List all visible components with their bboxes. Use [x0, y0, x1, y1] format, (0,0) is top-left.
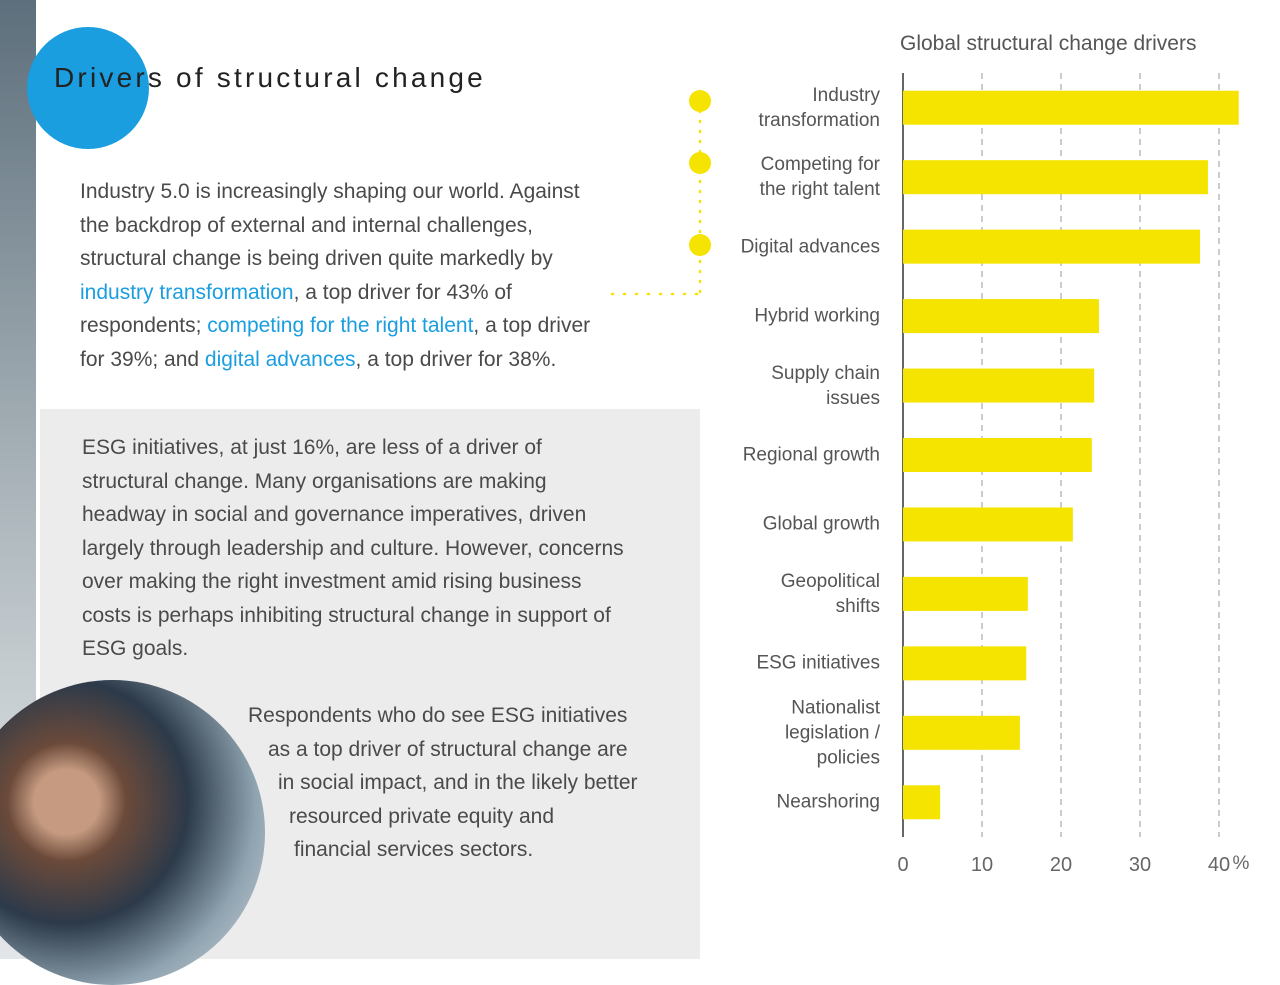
page-title: Drivers of structural change	[54, 62, 486, 93]
category-label: Geopolitical shifts	[780, 570, 880, 617]
bar	[903, 507, 1073, 542]
intro-text: Industry 5.0 is increasingly shaping our…	[80, 175, 590, 376]
bar	[903, 785, 941, 820]
bar	[903, 160, 1208, 195]
text-segment: for 39%; and	[80, 347, 205, 371]
text-line: Industry 5.0 is increasingly shaping our…	[80, 175, 590, 209]
category-label: Competing for the right talent	[759, 154, 880, 201]
text-segment: the backdrop of external and internal ch…	[80, 213, 533, 237]
text-line: structural change. Many organisations ar…	[82, 469, 547, 493]
photo	[0, 680, 265, 985]
highlight-text: industry transformation	[80, 280, 294, 304]
bar	[903, 438, 1092, 472]
respondents-text: Respondents who do see ESG initiatives as…	[248, 699, 638, 867]
text-line: ESG initiatives, at just 16%, are less o…	[82, 436, 542, 459]
category-label: ESG initiatives	[756, 652, 880, 674]
text-line: over making the right investment amid ri…	[82, 570, 582, 593]
x-tick-label: 0	[897, 854, 908, 876]
bar	[903, 90, 1239, 125]
text-line: for 39%; and digital advances, a top dri…	[80, 343, 590, 377]
category-label: Global growth	[762, 513, 880, 535]
text-line: as a top driver of structural change are	[268, 737, 628, 761]
x-tick-label: 20	[1050, 854, 1072, 876]
text-segment: , a top driver	[473, 314, 591, 337]
chart-title: Global structural change drivers	[900, 32, 1196, 55]
chart: Global structural change drivers 0 10 20 30…	[610, 32, 1250, 876]
category-label: Digital advances	[740, 236, 880, 258]
text-segment: , a top driver for 43% of	[293, 280, 512, 304]
category-label: Industry transformation	[758, 84, 880, 131]
x-tick-label: 30	[1129, 854, 1151, 876]
esg-text: ESG initiatives, at just 16%, are less o…	[82, 431, 624, 666]
text-line: financial services sectors.	[294, 838, 534, 861]
text-line: costs is perhaps inhibiting structural c…	[82, 603, 611, 627]
text-segment: , a top driver for 38%.	[355, 347, 557, 371]
highlight-text: competing for the right talent	[207, 314, 474, 337]
category-label: Hybrid working	[754, 305, 880, 327]
page: Drivers of structural change Industry 5.…	[0, 0, 1250, 985]
bar	[903, 715, 1020, 750]
text-line: respondents; competing for the right tal…	[80, 309, 590, 343]
bar	[903, 576, 1028, 611]
bar	[903, 646, 1027, 681]
text-segment: structural change is being driven quite …	[80, 247, 553, 270]
category-label: Regional growth	[742, 444, 880, 466]
text-line: resourced private equity and	[289, 804, 554, 828]
text-line: Respondents who do see ESG initiatives	[248, 704, 628, 727]
text-line: industry transformation, a top driver fo…	[80, 276, 590, 310]
connector	[610, 90, 711, 296]
x-unit: %	[1233, 853, 1250, 874]
text-segment: Industry 5.0 is increasingly shaping our…	[80, 180, 580, 203]
bar	[903, 299, 1099, 334]
text-line: ESG goals.	[82, 637, 189, 660]
bar	[903, 368, 1095, 403]
text-line: structural change is being driven quite …	[80, 242, 590, 276]
accent-circle	[27, 27, 149, 149]
text-line: largely through leadership and culture. …	[82, 536, 624, 560]
highlight-text: digital advances	[204, 347, 356, 371]
category-label: Nearshoring	[776, 791, 881, 813]
x-tick-label: 40	[1208, 854, 1230, 876]
bar	[903, 229, 1201, 264]
category-label: Supply chain issues	[771, 362, 880, 409]
text-line: headway in social and governance imperat…	[82, 503, 587, 526]
category-label: Nationalist legislation / policies	[784, 697, 880, 769]
text-segment: respondents;	[80, 314, 208, 337]
text-line: the backdrop of external and internal ch…	[80, 209, 590, 243]
x-tick-label: 10	[971, 854, 993, 876]
text-line: in social impact, and in the likely bett…	[278, 771, 638, 794]
